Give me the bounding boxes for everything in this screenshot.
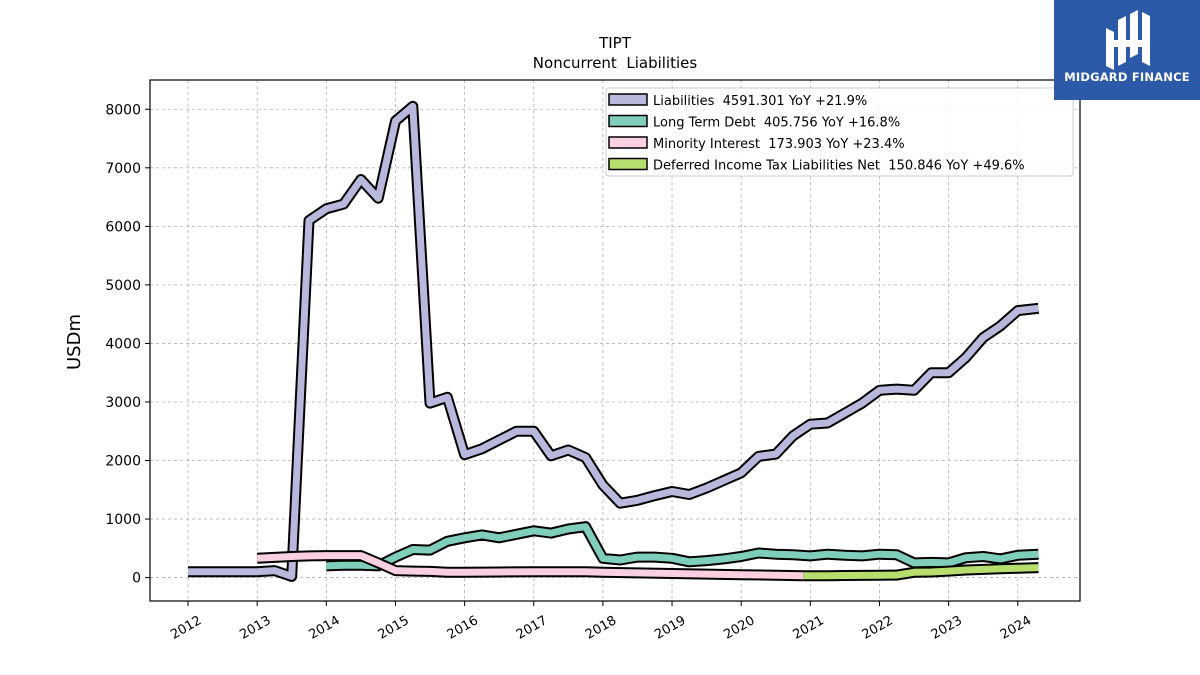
x-tick-label: 2015 — [376, 613, 412, 643]
y-tick-label: 2000 — [105, 454, 141, 470]
x-tick-label: 2014 — [306, 613, 342, 643]
series-2-line — [257, 552, 804, 580]
brand-logo: MIDGARD FINANCE — [1054, 0, 1200, 100]
series-3-line — [803, 564, 1039, 580]
y-tick-label: 4000 — [105, 336, 141, 352]
y-tick-label: 5000 — [105, 278, 141, 294]
series-0-line — [188, 102, 1039, 580]
x-tick-label: 2017 — [514, 613, 550, 643]
y-tick-label: 7000 — [105, 161, 141, 177]
series-1-line — [326, 523, 1039, 570]
x-tick-label: 2012 — [168, 613, 204, 643]
x-tick-label: 2021 — [791, 613, 827, 643]
brand-mark-icon — [1106, 10, 1150, 70]
x-tick-label: 2018 — [583, 613, 619, 643]
chart-subtitle: Noncurrent Liabilities — [533, 54, 698, 72]
series-0-outline — [188, 100, 1040, 582]
x-tick-label: 2023 — [929, 613, 965, 643]
chart-title: TIPT — [598, 34, 632, 52]
y-tick-label: 8000 — [105, 102, 141, 118]
plot-series — [188, 100, 1040, 582]
x-tick-label: 2019 — [652, 613, 688, 643]
legend-box — [605, 87, 1074, 177]
legend-swatch — [608, 157, 648, 171]
legend-label: Liabilities 4591.301 YoY +21.9% — [653, 94, 867, 109]
y-tick-label: 6000 — [105, 219, 141, 235]
x-tick-label: 2013 — [237, 613, 273, 643]
y-tick-label: 3000 — [105, 395, 141, 411]
legend-swatch — [608, 114, 648, 128]
legend-label: Deferred Income Tax Liabilities Net 150.… — [653, 159, 1025, 174]
legend-swatch — [608, 136, 648, 149]
x-tick-label: 2024 — [998, 613, 1034, 643]
legend-label: Minority Interest 173.903 YoY +23.4% — [653, 137, 905, 152]
brand-name: MIDGARD FINANCE — [1064, 70, 1190, 84]
plot-frame — [149, 79, 1081, 602]
x-tick-label: 2016 — [445, 613, 481, 643]
x-tick-label: 2020 — [721, 613, 757, 643]
y-axis-label: USDm — [64, 314, 85, 370]
y-tick-label: 1000 — [105, 512, 141, 528]
legend-label: Long Term Debt 405.756 YoY +16.8% — [653, 116, 900, 131]
x-tick-label: 2022 — [860, 613, 896, 643]
legend-swatch — [608, 93, 648, 106]
y-tick-label: 0 — [132, 571, 141, 587]
legend: Liabilities 4591.301 YoY +21.9% Long Term… — [605, 87, 1074, 177]
